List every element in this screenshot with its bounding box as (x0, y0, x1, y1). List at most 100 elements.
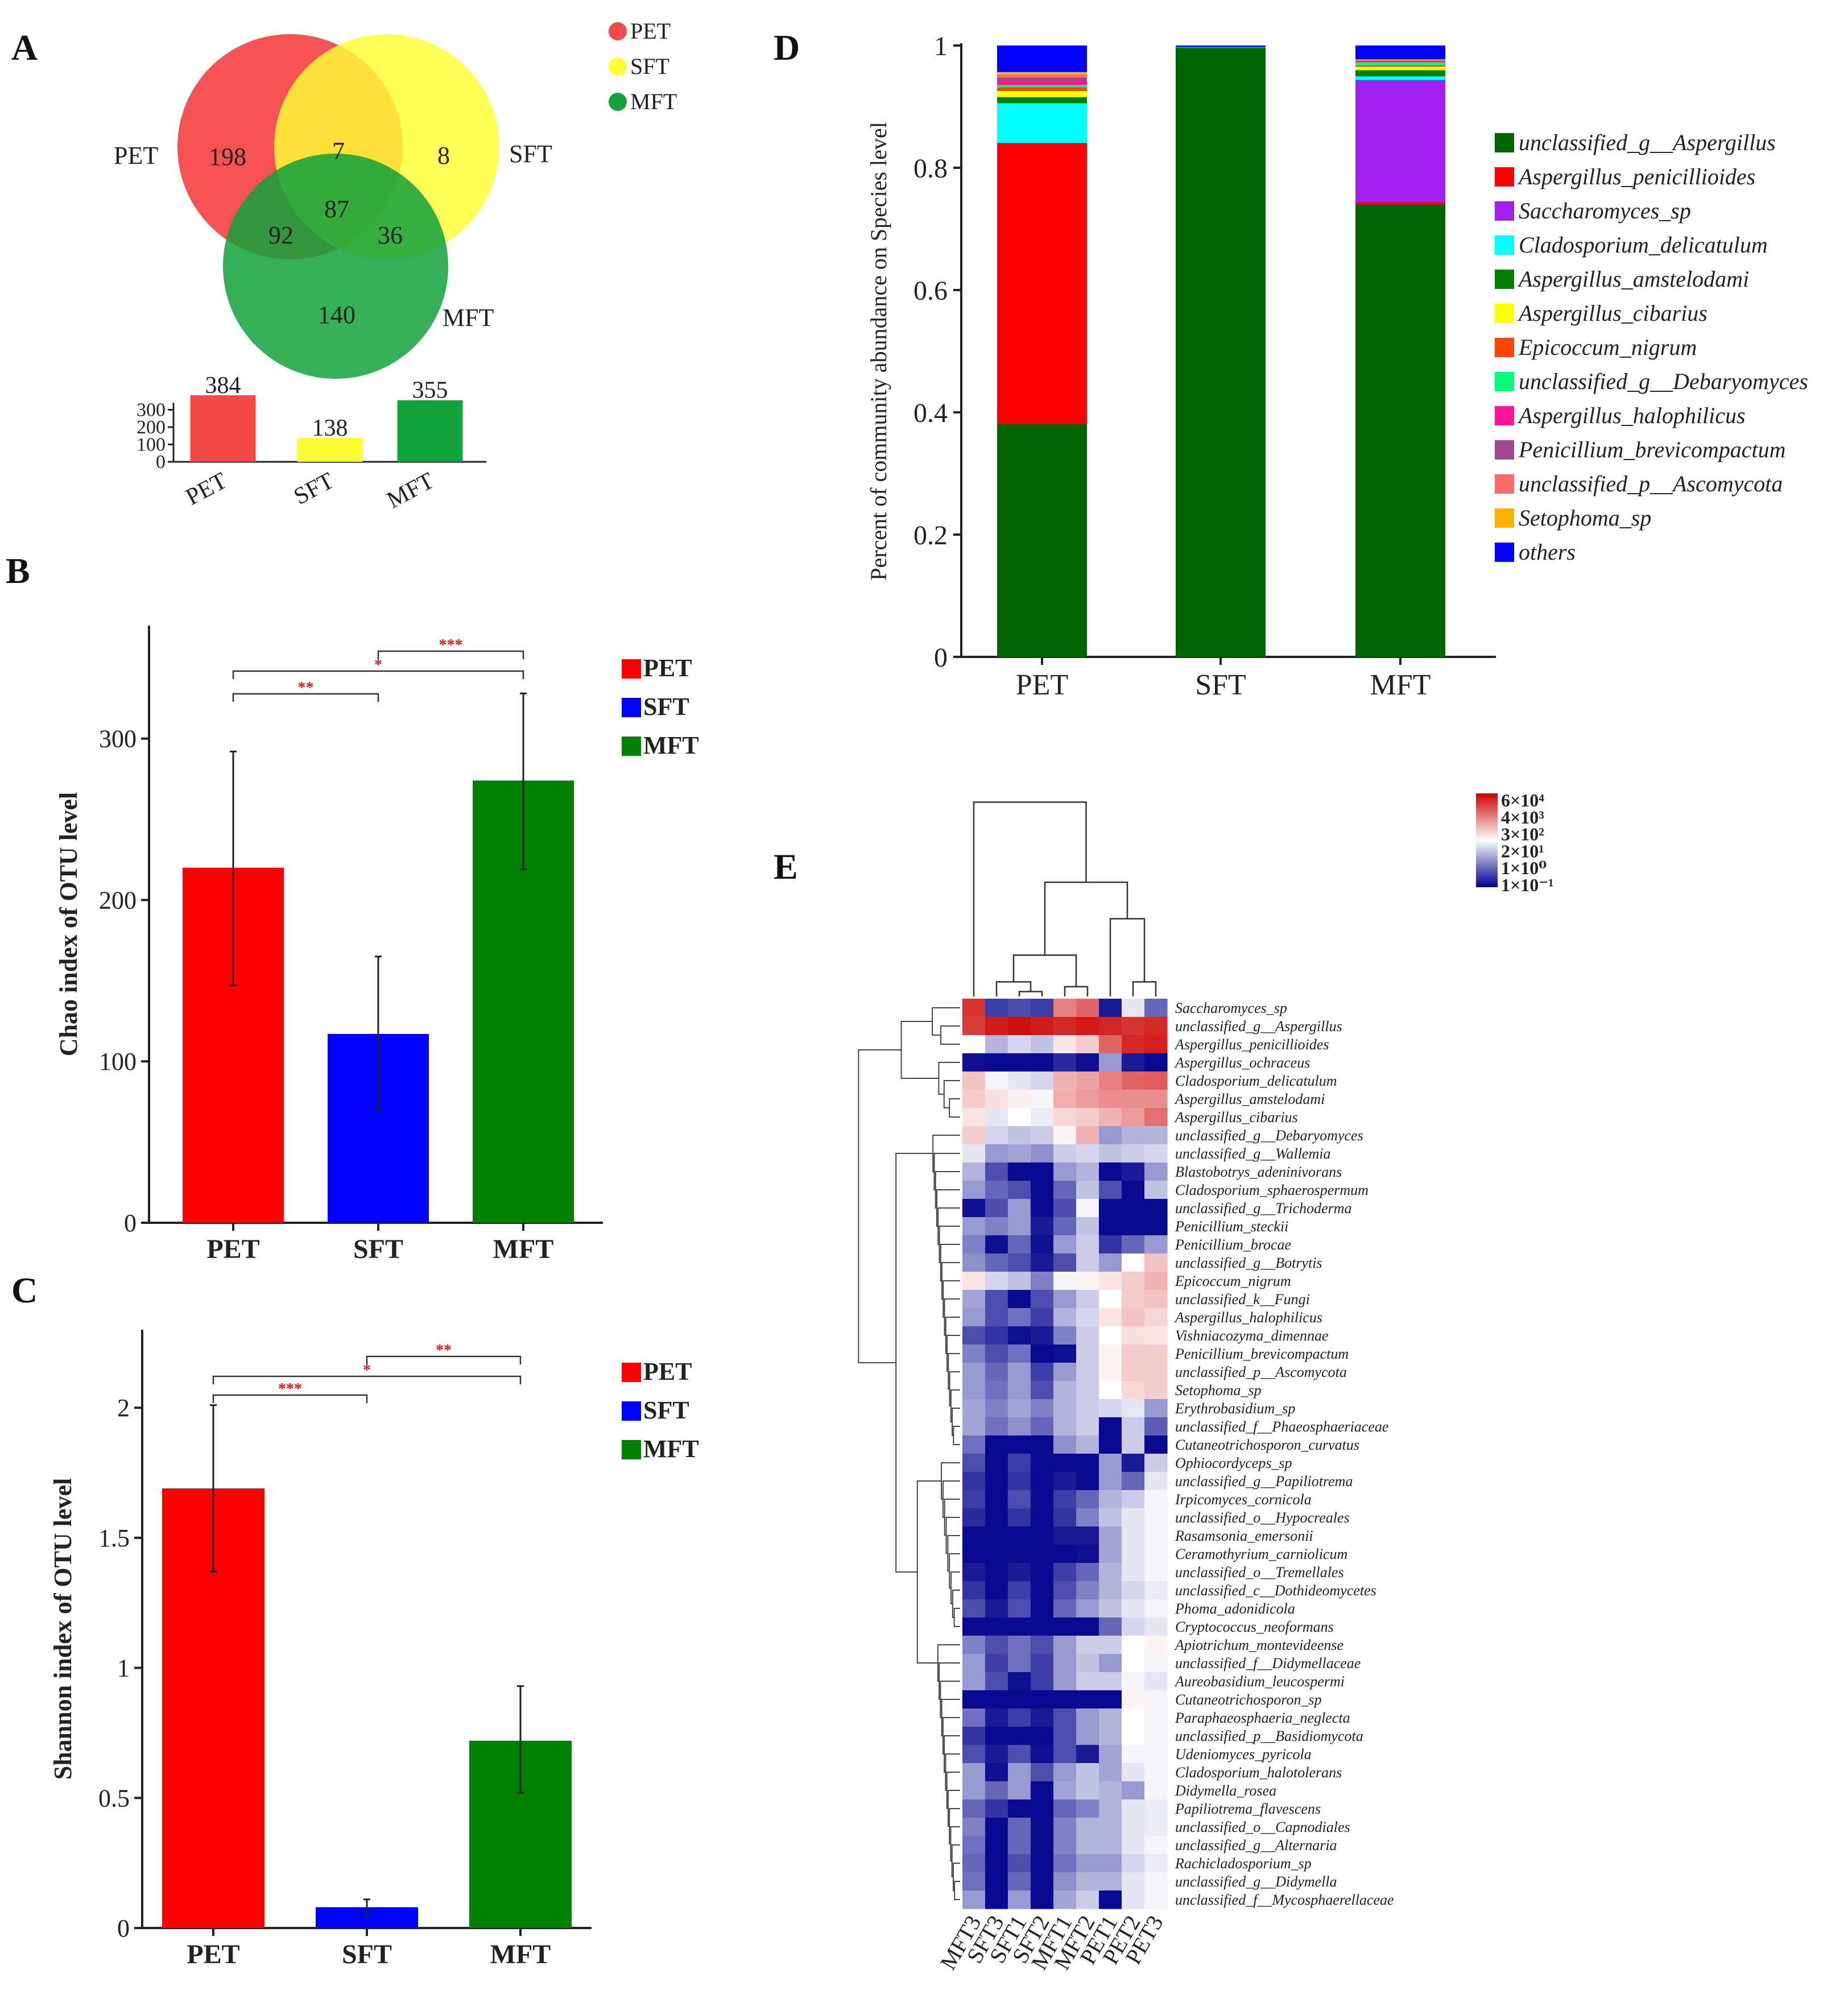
heatmap-cell-cladosporium-sphaerospermum-mft3 (962, 1181, 986, 1199)
row-dendrogram-link (895, 1153, 933, 1573)
heatmap-cell-vishniacozyma-dimennae-pet1 (1099, 1326, 1122, 1345)
heatmap-cell-papiliotrema-flavescens-sft1 (1008, 1799, 1031, 1818)
heatmap-cell-blastobotrys-adeninivorans-pet1 (1099, 1162, 1122, 1181)
chao-significance-bracket (232, 670, 524, 679)
chao-x-label-pet: PET (206, 1234, 259, 1264)
heatmap-cell-cladosporium-delicatulum-mft2 (1076, 1071, 1099, 1090)
heatmap-cell-cladosporium-sphaerospermum-sft3 (985, 1181, 1008, 1199)
stacked-legend-swatch-aspergillus-halophilicus (1495, 406, 1514, 425)
heatmap-cell-unclassified-p-ascomycota-mft1 (1053, 1363, 1077, 1381)
heatmap-cell-penicillium-brevicompactum-mft2 (1076, 1344, 1099, 1363)
heatmap-cell-setophoma-sp-mft2 (1076, 1381, 1099, 1400)
heatmap-cell-aspergillus-cibarius-pet2 (1122, 1108, 1145, 1127)
heatmap-cell-saccharomyces-sp-mft3 (962, 999, 986, 1017)
heatmap-cell-papiliotrema-flavescens-sft2 (1031, 1799, 1054, 1818)
species-heatmap: Saccharomyces_sp unclassified_g__Aspergil… (858, 790, 1554, 1974)
heatmap-cell-penicillium-steckii-mft2 (1076, 1217, 1099, 1236)
chao-significance-bracket (377, 650, 524, 659)
heatmap-cell-paraphaeosphaeria-neglecta-mft3 (962, 1708, 986, 1727)
heatmap-cell-unclassified-p-basidiomycota-sft1 (1008, 1727, 1031, 1745)
heatmap-cell-cutaneotrichosporon-curvatus-sft3 (985, 1435, 1008, 1454)
heatmap-cell-unclassified-o-hypocreales-mft3 (962, 1508, 986, 1527)
stacked-legend-label-penicillium-brevicompactum: Penicillium_brevicompactum (1518, 437, 1786, 462)
shannon-significance-bracket (212, 1394, 368, 1403)
heatmap-cell-cladosporium-halotolerans-sft2 (1031, 1763, 1054, 1782)
heatmap-cell-rachicladosporium-sp-mft2 (1076, 1854, 1099, 1873)
heatmap-cell-penicillium-brocae-pet3 (1144, 1235, 1168, 1254)
stacked-segment-mft-penicillium-brevicompactum (1355, 60, 1445, 62)
venn-circles (177, 34, 499, 379)
stacked-segment-pet-aspergillus-penicillioides (997, 142, 1087, 424)
heatmap-row-label-blastobotrys-adeninivorans: Blastobotrys_adeninivorans (1175, 1164, 1342, 1180)
heatmap-cell-cryptococcus-neoformans-sft2 (1031, 1617, 1054, 1636)
heatmap-cell-unclassified-o-hypocreales-pet3 (1144, 1508, 1168, 1527)
stacked-legend-label-aspergillus-cibarius: Aspergillus_cibarius (1517, 300, 1708, 326)
heatmap-cell-unclassified-g-debaryomyces-pet3 (1144, 1126, 1168, 1145)
heatmap-cell-aspergillus-penicillioides-pet3 (1144, 1035, 1168, 1054)
heatmap-cell-unclassified-o-capnodiales-sft2 (1031, 1818, 1054, 1836)
heatmap-cell-apiotrichum-montevideense-sft1 (1008, 1636, 1031, 1654)
stacked-segment-mft-unclassified-g-aspergillus (1355, 204, 1445, 657)
heatmap-row-label-penicillium-brocae: Penicillium_brocae (1175, 1236, 1291, 1253)
heatmap-row-label-papiliotrema-flavescens: Papiliotrema_flavescens (1175, 1801, 1321, 1817)
heatmap-cell-rachicladosporium-sp-pet2 (1122, 1854, 1145, 1873)
heatmap-cell-unclassified-o-capnodiales-mft3 (962, 1818, 986, 1836)
heatmap-cell-unclassified-g-papiliotrema-pet1 (1099, 1472, 1122, 1491)
heatmap-cell-unclassified-o-capnodiales-pet3 (1144, 1818, 1168, 1836)
heatmap-cell-unclassified-g-debaryomyces-mft1 (1053, 1126, 1077, 1145)
shannon-legend-label-pet: PET (643, 1358, 692, 1385)
heatmap-cell-vishniacozyma-dimennae-mft1 (1053, 1326, 1077, 1345)
heatmap-cell-unclassified-p-basidiomycota-mft3 (962, 1727, 986, 1745)
heatmap-cell-vishniacozyma-dimennae-mft2 (1076, 1326, 1099, 1345)
stacked-segment-sft-aspergillus-amstelodami (1176, 47, 1266, 49)
heatmap-cell-unclassified-f-didymellaceae-mft3 (962, 1654, 986, 1673)
stacked-legend-label-unclassified-g-debaryomyces: unclassified_g__Debaryomyces (1519, 369, 1808, 394)
heatmap-cell-unclassified-g-wallemia-mft1 (1053, 1144, 1077, 1163)
heatmap-cell-unclassified-g-alternaria-pet2 (1122, 1836, 1145, 1855)
heatmap-cell-unclassified-g-aspergillus-sft2 (1031, 1017, 1054, 1036)
heatmap-cell-aspergillus-cibarius-sft3 (985, 1108, 1008, 1127)
heatmap-cell-cutaneotrichosporon-sp-mft3 (962, 1690, 986, 1709)
heatmap-cell-aspergillus-ochraceus-pet2 (1122, 1053, 1145, 1072)
heatmap-cell-unclassified-g-wallemia-sft2 (1031, 1144, 1054, 1163)
heatmap-row-label-penicillium-steckii: Penicillium_steckii (1175, 1218, 1288, 1235)
heatmap-cell-unclassified-o-tremellales-pet2 (1122, 1563, 1145, 1582)
stacked-segment-mft-unclassified-g-debaryomyces (1355, 62, 1445, 65)
heatmap-cell-aspergillus-halophilicus-mft2 (1076, 1308, 1099, 1327)
heatmap-cell-erythrobasidium-sp-pet2 (1122, 1399, 1145, 1418)
heatmap-cell-unclassified-p-basidiomycota-pet1 (1099, 1727, 1122, 1745)
row-dendrogram-link (952, 1408, 960, 1436)
heatmap-cell-unclassified-p-ascomycota-mft3 (962, 1363, 986, 1381)
heatmap-cell-unclassified-o-hypocreales-pet2 (1122, 1508, 1145, 1527)
heatmap-cell-epicoccum-nigrum-pet3 (1144, 1272, 1168, 1290)
heatmap-cell-cutaneotrichosporon-curvatus-mft1 (1053, 1435, 1077, 1454)
shannon-y-axis-label: Shannon index of OTU level (49, 1478, 77, 1780)
panel-a-venn: A PET SFT MFT 198 7 8 87 92 36 140 PET S… (11, 18, 677, 514)
heatmap-cell-aureobasidium-leucospermi-pet1 (1099, 1672, 1122, 1691)
heatmap-row-label-unclassified-o-tremellales: unclassified_o__Tremellales (1175, 1564, 1344, 1581)
heatmap-cell-blastobotrys-adeninivorans-pet2 (1122, 1162, 1145, 1181)
heatmap-cell-erythrobasidium-sp-sft2 (1031, 1399, 1054, 1418)
heatmap-cell-aspergillus-penicillioides-pet2 (1122, 1035, 1145, 1054)
heatmap-cell-aspergillus-halophilicus-sft1 (1008, 1308, 1031, 1327)
row-dendrogram-link (932, 1135, 960, 1172)
row-dendrogram-link (940, 1681, 960, 1718)
heatmap-cell-unclassified-o-hypocreales-mft2 (1076, 1508, 1099, 1527)
shannon-y-tick-label: 1 (117, 1654, 130, 1682)
heatmap-cell-didymella-rosea-pet2 (1122, 1781, 1145, 1800)
heatmap-cell-irpicomyces-cornicola-sft1 (1008, 1490, 1031, 1509)
heatmap-cell-cryptococcus-neoformans-mft3 (962, 1617, 986, 1636)
heatmap-cell-unclassified-g-botrytis-mft3 (962, 1253, 986, 1272)
shannon-y-tick-label: 0.5 (98, 1784, 130, 1812)
stacked-legend-swatch-cladosporium-delicatulum (1495, 235, 1514, 255)
heatmap-cell-cladosporium-sphaerospermum-mft1 (1053, 1181, 1077, 1199)
venn-label-pet: PET (114, 142, 158, 169)
heatmap-cell-unclassified-g-papiliotrema-mft2 (1076, 1472, 1099, 1491)
heatmap-cell-rasamsonia-emersonii-pet2 (1122, 1526, 1145, 1545)
heatmap-cell-aspergillus-halophilicus-sft2 (1031, 1308, 1054, 1327)
heatmap-row-label-unclassified-c-dothideomycetes: unclassified_c__Dothideomycetes (1175, 1582, 1376, 1599)
heatmap-cell-unclassified-g-wallemia-mft2 (1076, 1144, 1099, 1163)
heatmap-cell-unclassified-g-debaryomyces-mft3 (962, 1126, 986, 1145)
stacked-segment-mft-aspergillus-halophilicus (1355, 61, 1445, 63)
